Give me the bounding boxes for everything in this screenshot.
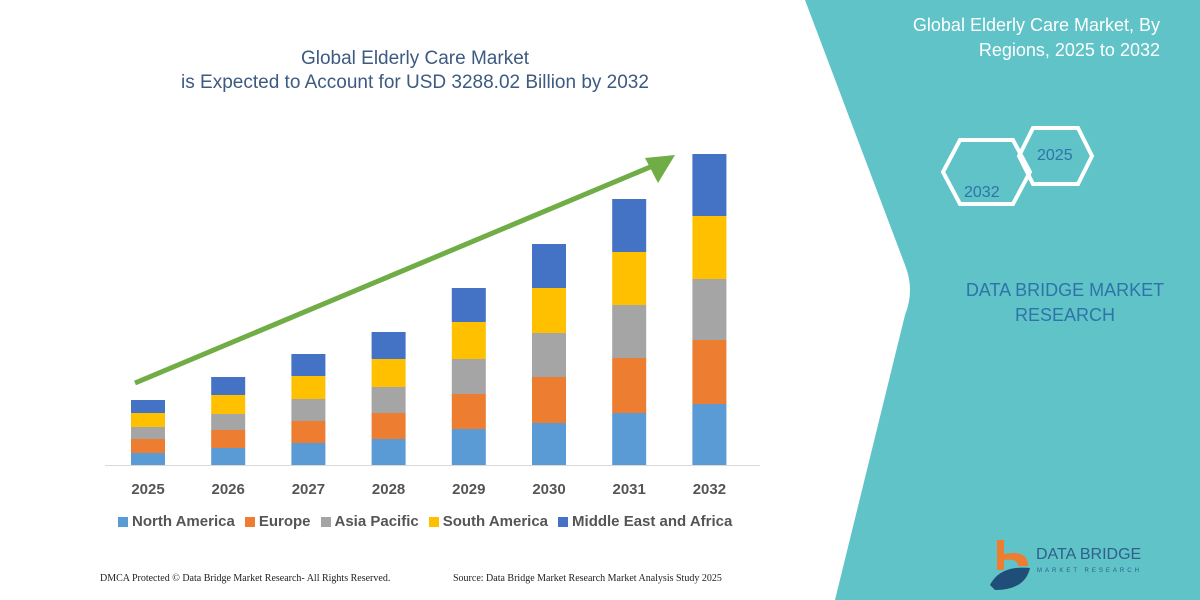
bar-segment-2029-europe [451, 394, 486, 429]
legend-swatch [428, 516, 439, 527]
legend-item: North America [118, 513, 235, 530]
bar-segment-2026-asia-pacific [211, 414, 246, 430]
legend-item: Asia Pacific [320, 513, 419, 530]
bar-segment-2028-north-america [371, 439, 406, 465]
bar-segment-2029-south-america [451, 322, 486, 359]
copyright-text: DMCA Protected © Data Bridge Market Rese… [100, 573, 391, 584]
bar-segment-2032-south-america [692, 216, 727, 279]
x-tick-label: 2030 [532, 481, 565, 498]
brand-line1: DATA BRIDGE MARKET [965, 280, 1165, 300]
legend-item: Middle East and Africa [558, 513, 732, 530]
bar-segment-2027-north-america [291, 443, 326, 465]
bar-segment-2026-middle-east-and-africa [211, 377, 246, 395]
bar-segment-2031-asia-pacific [612, 305, 647, 358]
bar-segment-2030-north-america [532, 423, 566, 465]
bar-segment-2030-middle-east-and-africa [532, 244, 566, 288]
trend-arrow-line [134, 162, 656, 386]
legend-label: Europe [258, 513, 311, 530]
bar-segment-2029-asia-pacific [451, 359, 486, 394]
x-tick-label: 2028 [372, 481, 405, 498]
bar-segment-2028-middle-east-and-africa [371, 332, 406, 359]
bar-segment-2031-north-america [612, 413, 647, 465]
x-tick-label: 2027 [292, 481, 325, 498]
bar-segment-2031-europe [612, 358, 647, 413]
side-title-line2: Regions, 2025 to 2032 [978, 40, 1160, 60]
legend-swatch [320, 516, 331, 527]
legend-item: Europe [244, 513, 311, 530]
hexagon-2032 [940, 138, 1033, 206]
bar-segment-2029-north-america [451, 429, 486, 465]
trend-arrow-head-icon [645, 155, 675, 183]
chart-legend: North America Europe Asia Pacific South Ame… [118, 513, 732, 530]
bar-segment-2027-middle-east-and-africa [291, 354, 326, 376]
x-tick-label: 2031 [613, 481, 646, 498]
bar-segment-2025-north-america [131, 453, 165, 465]
bar-segment-2031-middle-east-and-africa [612, 199, 647, 252]
logo-sub: MARKET RESEARCH [1037, 568, 1142, 574]
legend-label: Asia Pacific [334, 513, 419, 530]
bar-segment-2030-south-america [532, 288, 566, 333]
legend-label: North America [132, 513, 235, 530]
bar-segment-2029-middle-east-and-africa [451, 288, 486, 322]
x-tick-label: 2029 [452, 481, 485, 498]
bar-segment-2027-south-america [291, 376, 326, 399]
chart-title-line2: is Expected to Account for USD 3288.02 B… [181, 72, 649, 93]
source-text: Source: Data Bridge Market Research Mark… [453, 573, 722, 584]
legend-swatch [118, 516, 128, 527]
bar-segment-2032-middle-east-and-africa [692, 154, 727, 216]
bar-segment-2025-europe [131, 439, 165, 453]
bar-segment-2030-europe [532, 377, 566, 423]
bar-segment-2028-asia-pacific [371, 387, 406, 413]
bar-segment-2025-middle-east-and-africa [131, 400, 165, 413]
brand-line2: RESEARCH [1014, 305, 1116, 325]
hexagon-2025 [1016, 126, 1095, 186]
bar-segment-2026-south-america [211, 395, 246, 414]
bar-segment-2032-asia-pacific [692, 279, 727, 340]
bar-segment-2031-south-america [612, 252, 647, 305]
legend-swatch [244, 516, 255, 527]
bar-segment-2025-south-america [131, 413, 165, 427]
logo-icon [990, 540, 1030, 590]
legend-item: South America [428, 513, 549, 530]
side-title-line1: Global Elderly Care Market, By [912, 15, 1160, 35]
bar-segment-2030-asia-pacific [532, 333, 566, 377]
legend-label: South America [442, 513, 549, 530]
logo-name: DATA BRIDGE [1036, 546, 1142, 563]
bar-segment-2025-asia-pacific [131, 427, 165, 439]
side-panel [805, 0, 1200, 600]
hex-label-2032: 2032 [964, 184, 1000, 201]
bar-segment-2027-asia-pacific [291, 399, 326, 421]
legend-label: Middle East and Africa [572, 513, 733, 530]
x-tick-label: 2026 [212, 481, 245, 498]
bar-segment-2026-north-america [211, 448, 246, 465]
x-tick-label: 2025 [131, 481, 164, 498]
bar-segment-2028-europe [371, 413, 406, 439]
hex-label-2025: 2025 [1037, 147, 1073, 164]
bar-segment-2032-europe [692, 340, 727, 404]
legend-swatch [558, 516, 569, 527]
bar-segment-2032-north-america [692, 404, 727, 465]
x-tick-label: 2032 [693, 481, 726, 498]
bar-segment-2027-europe [291, 421, 326, 443]
bar-segment-2026-europe [211, 430, 246, 448]
bar-segment-2028-south-america [371, 359, 406, 387]
chart-title-line1: Global Elderly Care Market [300, 48, 530, 69]
